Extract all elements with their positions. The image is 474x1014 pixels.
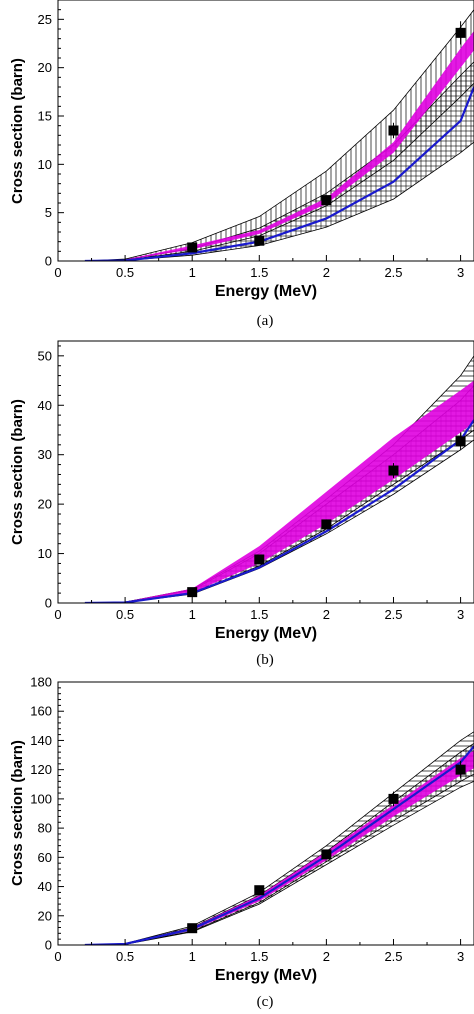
x-tick-label: 3 xyxy=(457,265,464,280)
x-tick-label: 1.5 xyxy=(250,607,268,622)
data-point xyxy=(455,436,466,447)
data-point xyxy=(254,235,265,246)
y-tick-label: 180 xyxy=(30,675,52,690)
x-tick-label: 2.5 xyxy=(384,949,402,964)
plot-frame xyxy=(57,681,474,946)
y-tick-label: 50 xyxy=(38,348,52,363)
uncertainty-band-hatch-grid xyxy=(84,384,474,603)
y-tick-label: 10 xyxy=(38,157,52,172)
data-point xyxy=(187,587,198,598)
x-tick-label: 0 xyxy=(54,949,61,964)
uncertainty-band-hatch-horizontal xyxy=(84,355,474,603)
x-tick-label: 1 xyxy=(189,949,196,964)
x-tick-label: 2 xyxy=(323,949,330,964)
data-point xyxy=(187,242,198,253)
x-tick-label: 1 xyxy=(189,265,196,280)
y-tick-label: 80 xyxy=(38,821,52,836)
y-tick-label: 100 xyxy=(30,791,52,806)
y-tick-label: 25 xyxy=(38,12,52,27)
y-tick-label: 30 xyxy=(38,447,52,462)
y-tick-label: 20 xyxy=(38,497,52,512)
x-tick-label: 0.5 xyxy=(116,265,134,280)
uncertainty-band-hatch-horizontal xyxy=(84,731,474,945)
y-tick-label: 0 xyxy=(45,938,52,953)
data-point xyxy=(388,793,399,804)
data-point xyxy=(254,554,265,565)
data-point xyxy=(254,885,265,896)
panel-caption: (b) xyxy=(256,652,274,668)
data-point xyxy=(388,465,399,476)
x-tick-label: 1.5 xyxy=(250,265,268,280)
uncertainty-band-solid xyxy=(84,30,474,261)
y-tick-label: 40 xyxy=(38,398,52,413)
uncertainty-band-solid xyxy=(84,380,474,603)
panel-caption: (c) xyxy=(257,994,274,1010)
x-tick-label: 1 xyxy=(189,607,196,622)
data-point xyxy=(455,764,466,775)
y-tick-label: 10 xyxy=(38,546,52,561)
y-tick-label: 20 xyxy=(38,60,52,75)
data-point xyxy=(187,923,198,934)
y-tick-label: 0 xyxy=(45,254,52,269)
y-tick-label: 140 xyxy=(30,733,52,748)
x-tick-label: 2 xyxy=(323,607,330,622)
plot-area xyxy=(84,9,474,261)
plot-frame xyxy=(57,0,474,262)
y-axis-title: Cross section (barn) xyxy=(9,58,26,204)
x-tick-label: 0.5 xyxy=(116,949,134,964)
x-tick-label: 0 xyxy=(54,265,61,280)
y-tick-label: 20 xyxy=(38,908,52,923)
y-tick-label: 120 xyxy=(30,762,52,777)
chart-panel-a: 0 0.5 1 1.5 2 2.5 3 0 5 10 15 20 25 Energy (MeV) Cross… xyxy=(9,0,474,329)
data-point xyxy=(455,27,466,38)
calculation-line xyxy=(84,419,474,603)
calculation-line xyxy=(84,86,474,261)
plot-area xyxy=(84,731,474,945)
data-point xyxy=(321,195,332,206)
data-point xyxy=(321,849,332,860)
y-axis-title: Cross section (barn) xyxy=(9,399,26,545)
uncertainty-band-hatch-grid xyxy=(84,742,474,945)
y-tick-label: 60 xyxy=(38,850,52,865)
calculation-line xyxy=(84,745,474,945)
x-axis-title: Energy (MeV) xyxy=(215,625,317,642)
plot-frame xyxy=(57,340,474,604)
x-axis-title: Energy (MeV) xyxy=(215,967,317,984)
y-tick-label: 15 xyxy=(38,109,52,124)
x-tick-label: 0 xyxy=(54,607,61,622)
x-tick-label: 3 xyxy=(457,607,464,622)
panel-caption: (a) xyxy=(257,313,274,329)
x-tick-label: 1.5 xyxy=(250,949,268,964)
x-tick-label: 2.5 xyxy=(384,607,402,622)
data-point xyxy=(388,125,399,136)
x-tick-label: 3 xyxy=(457,949,464,964)
y-tick-label: 5 xyxy=(45,205,52,220)
plot-area xyxy=(84,355,474,603)
x-tick-label: 2 xyxy=(323,265,330,280)
x-tick-label: 0.5 xyxy=(116,607,134,622)
x-tick-label: 2.5 xyxy=(384,265,402,280)
chart-panel-c: 0 0.5 1 1.5 2 2.5 3 0 20 40 60 80 100 120 140 160 180 Ene… xyxy=(9,675,474,1010)
y-axis-title: Cross section (barn) xyxy=(9,740,26,886)
y-tick-label: 40 xyxy=(38,879,52,894)
y-tick-label: 160 xyxy=(30,704,52,719)
data-point xyxy=(321,519,332,530)
x-axis-title: Energy (MeV) xyxy=(215,283,317,300)
y-tick-label: 0 xyxy=(45,596,52,611)
